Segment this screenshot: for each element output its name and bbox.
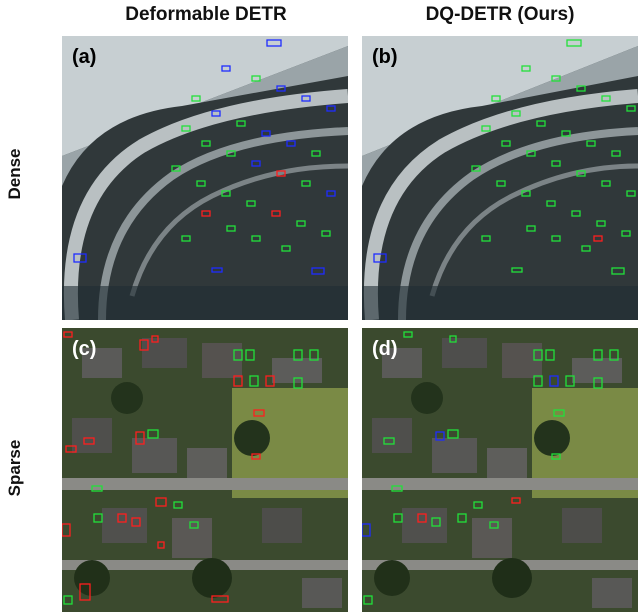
row-title-sparse: Sparse xyxy=(5,439,24,497)
detection-boxes xyxy=(73,39,336,275)
detection-boxes xyxy=(62,331,319,605)
panel-c-sparse-deformable-detr: (c) xyxy=(62,328,348,612)
panel-label-a: (a) xyxy=(72,46,97,68)
detection-boxes xyxy=(362,331,619,605)
panel-label-d: (d) xyxy=(372,338,398,360)
aerial-image-sparse xyxy=(362,328,638,612)
panel-label-c: (c) xyxy=(72,338,97,360)
column-title-right: DQ-DETR (Ours) xyxy=(425,4,575,25)
aerial-image-sparse xyxy=(62,328,348,612)
panel-label-b: (b) xyxy=(372,46,398,68)
row-title-dense: Dense xyxy=(5,148,24,200)
aerial-image-dense xyxy=(362,36,638,320)
panel-d-sparse-dq-detr: (d) xyxy=(362,328,638,612)
detection-boxes xyxy=(373,39,636,275)
column-title-left: Deformable DETR xyxy=(125,4,287,25)
aerial-image-dense xyxy=(62,36,348,320)
panel-b-dense-dq-detr: (b) xyxy=(362,36,638,320)
panel-a-dense-deformable-detr: (a) xyxy=(62,36,348,320)
